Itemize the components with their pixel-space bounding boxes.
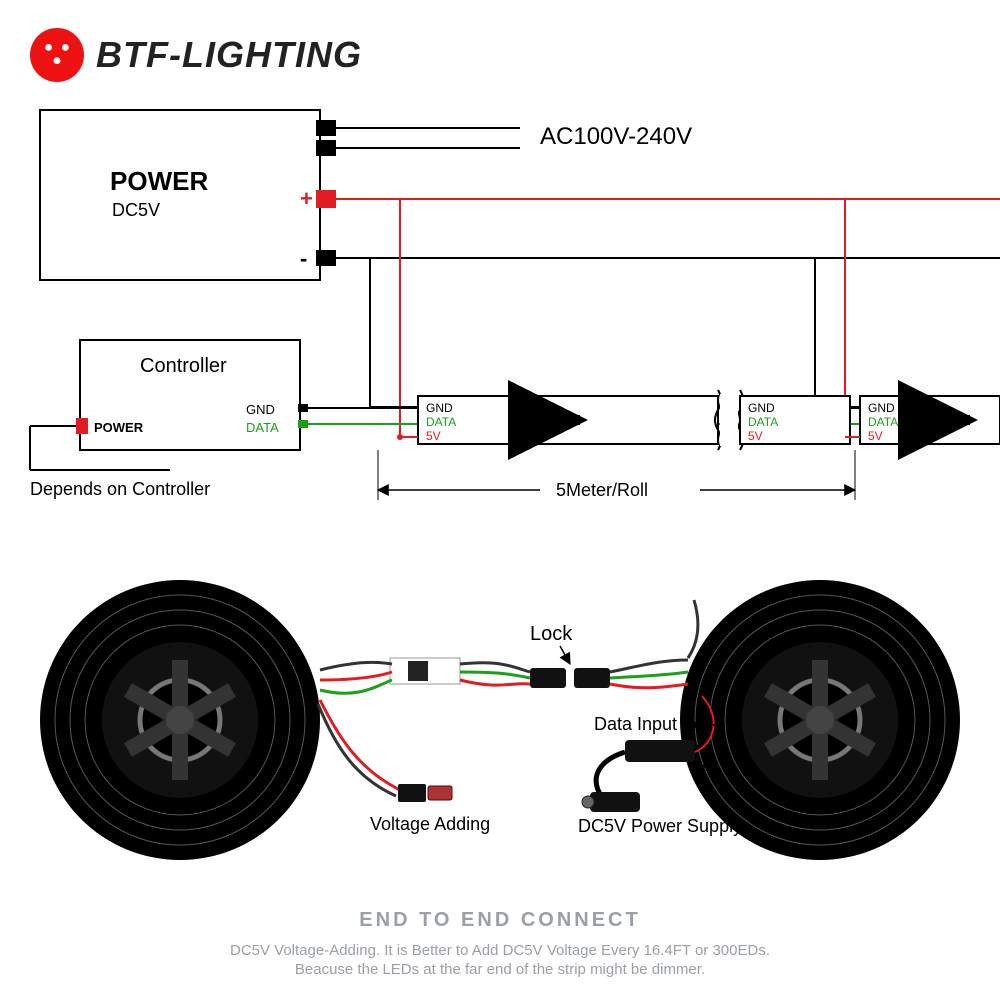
reel-left <box>40 580 320 860</box>
plus-label: + <box>300 186 313 211</box>
power-title: POWER <box>110 166 208 196</box>
lock-label: Lock <box>530 623 573 645</box>
power-sub: DC5V <box>112 200 160 220</box>
svg-text:GND: GND <box>426 401 453 415</box>
minus-label: - <box>300 246 307 271</box>
svg-text:5V: 5V <box>748 429 763 443</box>
strip-1: GND DATA 5V <box>418 396 718 444</box>
ac-label: AC100V-240V <box>540 123 692 150</box>
svg-text:GND: GND <box>868 401 895 415</box>
svg-text:-: - <box>700 771 705 787</box>
svg-text:5V: 5V <box>868 429 883 443</box>
svg-text:5V: 5V <box>426 429 441 443</box>
controller-title: Controller <box>140 355 227 377</box>
data-input-label: Data Input <box>594 714 677 734</box>
strip-1-end: GND DATA 5V <box>740 396 850 444</box>
wiring-diagram: POWER DC5V + - AC100V-240V Controller PO… <box>0 0 1000 1000</box>
footer: END TO END CONNECT DC5V Voltage-Adding. … <box>0 909 1000 980</box>
depends-label: Depends on Controller <box>30 479 210 499</box>
ctrl-data: DATA <box>246 420 279 435</box>
svg-text:GND: GND <box>748 401 775 415</box>
strip-2: GND DATA 5V <box>860 396 1000 444</box>
footer-line2: Beacuse the LEDs at the far end of the s… <box>0 961 1000 978</box>
footer-line1: DC5V Voltage-Adding. It is Better to Add… <box>0 942 1000 959</box>
svg-text:DATA: DATA <box>426 415 456 429</box>
dc5v-supply-label: DC5V Power Supply <box>578 816 742 836</box>
roll-label: 5Meter/Roll <box>556 480 648 500</box>
svg-text:DATA: DATA <box>868 415 898 429</box>
voltage-adding-label: Voltage Adding <box>370 814 490 834</box>
svg-text:DATA: DATA <box>748 415 778 429</box>
ctrl-gnd: GND <box>246 402 275 417</box>
footer-title: END TO END CONNECT <box>0 909 1000 932</box>
controller-power: POWER <box>94 420 144 435</box>
